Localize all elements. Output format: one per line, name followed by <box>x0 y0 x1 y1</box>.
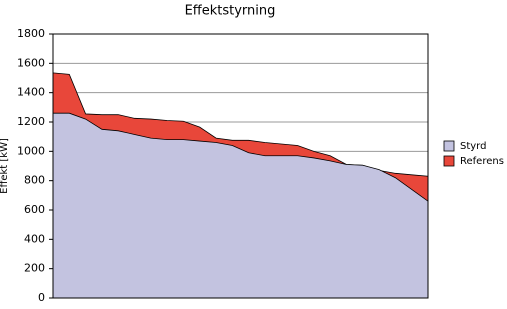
legend-label: Referens <box>460 156 504 167</box>
y-tick-label: 1600 <box>17 56 45 69</box>
y-tick-label: 1000 <box>17 144 45 157</box>
y-axis-label: Effekt [kW] <box>0 138 10 194</box>
y-tick-label: 1200 <box>17 115 45 128</box>
plot-border <box>52 33 429 299</box>
legend-label: Styrd <box>460 141 486 152</box>
legend-swatch <box>443 155 455 167</box>
y-tick-label: 200 <box>24 262 45 275</box>
y-tick-label: 0 <box>38 291 45 304</box>
y-tick-label: 600 <box>24 203 45 216</box>
y-tick-label: 800 <box>24 174 45 187</box>
legend-swatch <box>443 140 455 152</box>
y-tick-label: 1400 <box>17 86 45 99</box>
y-tick-label: 1800 <box>17 27 45 40</box>
chart-title: Effektstyrning <box>185 4 276 19</box>
area <box>52 112 429 299</box>
y-tick-label: 400 <box>24 232 45 245</box>
